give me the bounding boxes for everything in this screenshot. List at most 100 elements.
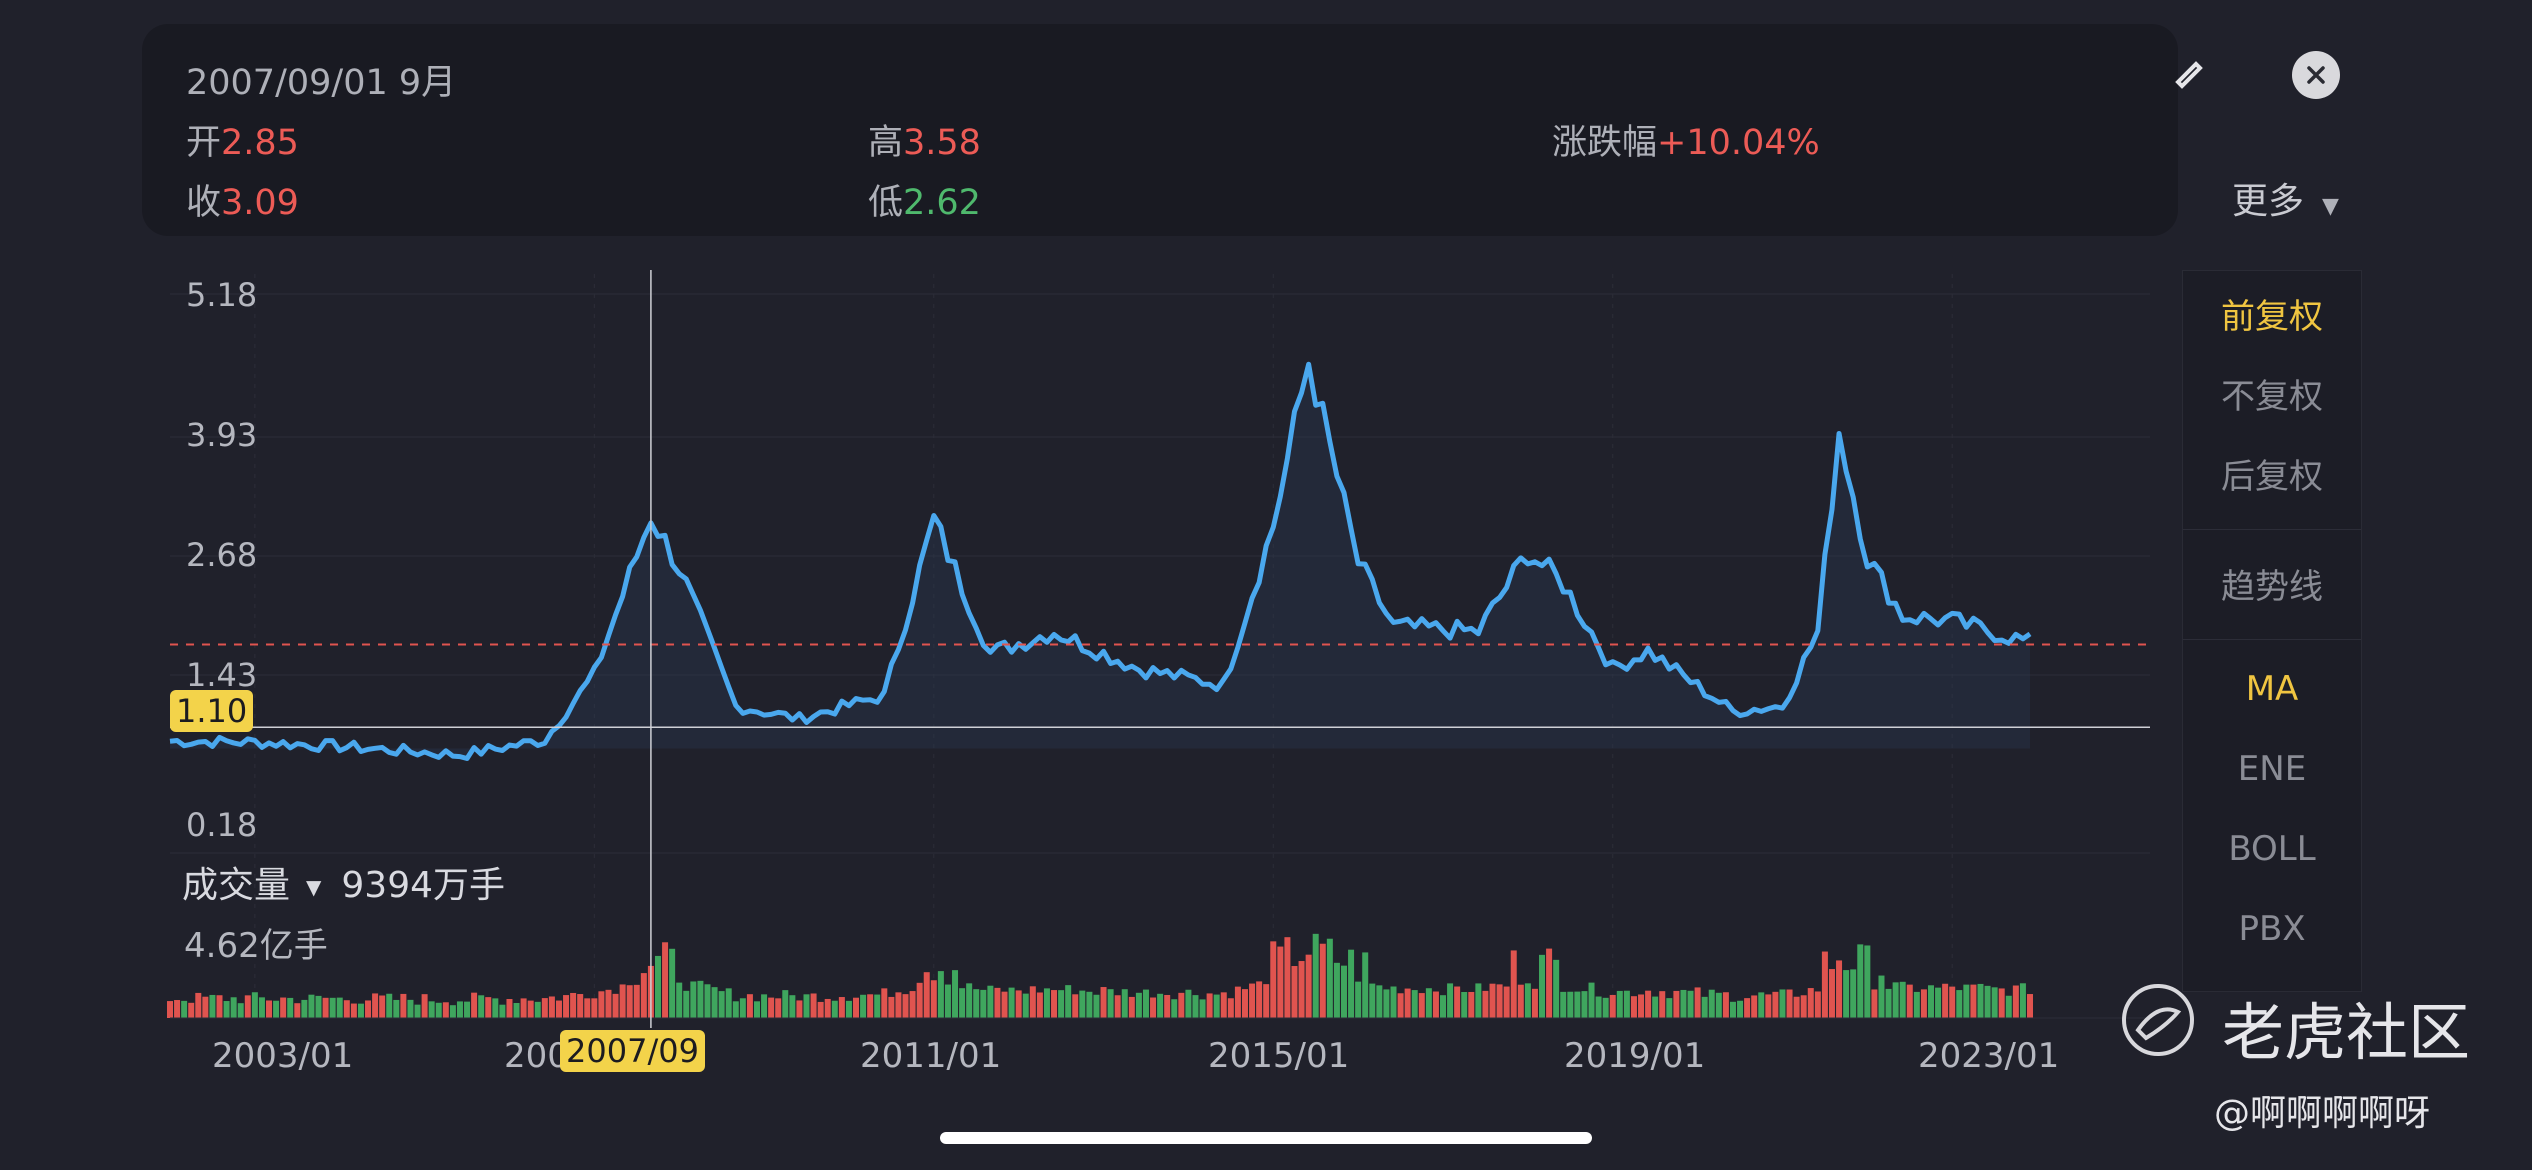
close-button[interactable] — [2292, 51, 2340, 99]
volume-value: 9394万手 — [341, 865, 506, 906]
volume-bar — [464, 1001, 471, 1018]
volume-bar — [1977, 983, 1984, 1018]
volume-bar — [676, 982, 683, 1018]
volume-bar — [1864, 945, 1871, 1018]
volume-bar — [1128, 996, 1135, 1018]
volume-bar — [796, 1000, 803, 1018]
volume-bar — [838, 997, 845, 1018]
volume-bar — [1079, 990, 1086, 1018]
current-price-badge: 1.10 — [170, 690, 254, 732]
open-value: 2.85 — [221, 123, 299, 163]
x-tick-label: 2003/01 — [212, 1036, 354, 1076]
volume-bar — [534, 1001, 541, 1018]
volume-bar — [421, 994, 428, 1018]
volume-bar — [1701, 996, 1708, 1018]
volume-bar — [1192, 995, 1199, 1018]
volume-bar — [1107, 989, 1114, 1018]
volume-bar — [944, 984, 951, 1018]
volume-bar — [195, 992, 202, 1018]
x-tick-label: 2023/01 — [1918, 1036, 2060, 1076]
volume-bar — [718, 991, 725, 1018]
caret-down-icon: ▼ — [2322, 194, 2339, 219]
volume-bar — [336, 997, 343, 1018]
menu-ene[interactable]: ENE — [2237, 749, 2307, 789]
close-icon — [2307, 66, 2325, 84]
volume-bar — [1008, 987, 1015, 1018]
volume-bar — [1517, 984, 1524, 1018]
volume-bar — [1227, 998, 1234, 1018]
menu-pbx[interactable]: PBX — [2238, 909, 2306, 949]
volume-bar — [1567, 991, 1574, 1018]
volume-bar — [1524, 983, 1531, 1018]
volume-bar — [1305, 954, 1312, 1018]
y-tick-label: 1.43 — [186, 656, 258, 694]
draw-tool-icon[interactable] — [2168, 52, 2208, 92]
tooltip-high: 高3.58 — [868, 114, 981, 165]
volume-bar — [1093, 994, 1100, 1018]
volume-bar — [1418, 993, 1425, 1018]
volume-bar — [1581, 991, 1588, 1018]
menu-unadjusted[interactable]: 不复权 — [2221, 377, 2323, 417]
watermark-brand: 老虎社区 — [2222, 996, 2471, 1069]
y-tick-label: 5.18 — [186, 276, 258, 314]
volume-bar — [492, 998, 499, 1018]
volume-bar — [690, 981, 697, 1018]
volume-bar — [803, 994, 810, 1018]
volume-bar — [732, 1001, 739, 1018]
volume-bar — [1645, 990, 1652, 1018]
volume-bar — [1496, 984, 1503, 1018]
volume-bar — [619, 984, 626, 1018]
volume-bar — [1949, 986, 1956, 1018]
volume-bar — [987, 985, 994, 1018]
volume-bar — [768, 997, 775, 1018]
menu-ma[interactable]: MA — [2245, 669, 2299, 709]
volume-bar — [937, 971, 944, 1018]
volume-bar — [223, 1001, 230, 1018]
menu-forward-adjusted[interactable]: 前复权 — [2221, 297, 2323, 337]
volume-bar — [789, 995, 796, 1018]
volume-bar — [1765, 994, 1772, 1018]
volume-bar — [591, 998, 598, 1018]
volume-bar — [853, 997, 860, 1018]
volume-bar — [895, 992, 902, 1018]
volume-bar — [251, 992, 258, 1018]
volume-bar — [654, 955, 661, 1018]
volume-bar — [357, 1003, 364, 1018]
price-line — [169, 361, 2032, 761]
menu-boll[interactable]: BOLL — [2228, 829, 2316, 869]
volume-bar — [1927, 985, 1934, 1018]
low-value: 2.62 — [903, 183, 981, 223]
menu-trendline[interactable]: 趋势线 — [2221, 567, 2323, 607]
volume-bar — [1340, 965, 1347, 1018]
volume-bar — [952, 970, 959, 1018]
volume-bar — [1814, 991, 1821, 1018]
price-area-fill — [170, 364, 2030, 759]
volume-bar — [909, 991, 916, 1018]
volume-bar — [513, 1003, 520, 1018]
volume-bar — [1135, 992, 1142, 1018]
menu-backward-adjusted[interactable]: 后复权 — [2221, 457, 2323, 497]
volume-bar — [753, 1001, 760, 1018]
more-dropdown[interactable]: 更多 ▼ — [2232, 172, 2339, 224]
price-series-line — [169, 361, 2032, 761]
home-indicator[interactable] — [940, 1132, 1592, 1144]
volume-bar — [1454, 986, 1461, 1018]
volume-bar — [1404, 988, 1411, 1018]
volume-bar — [612, 993, 619, 1018]
volume-selector[interactable]: 成交量 ▼ 9394万手 — [182, 856, 505, 908]
volume-bar — [1956, 990, 1963, 1018]
caret-down-icon: ▼ — [306, 875, 322, 899]
volume-bar — [435, 1002, 442, 1018]
volume-bar — [1058, 990, 1065, 1018]
volume-bar — [1616, 990, 1623, 1018]
volume-bar — [1772, 991, 1779, 1018]
volume-bar — [1482, 990, 1489, 1018]
volume-bars — [167, 933, 2150, 1019]
volume-bar — [244, 995, 251, 1018]
volume-bar — [1963, 984, 1970, 1018]
volume-bar — [1142, 989, 1149, 1018]
volume-bar — [867, 994, 874, 1018]
volume-bar — [860, 994, 867, 1018]
volume-bar — [1906, 984, 1913, 1018]
